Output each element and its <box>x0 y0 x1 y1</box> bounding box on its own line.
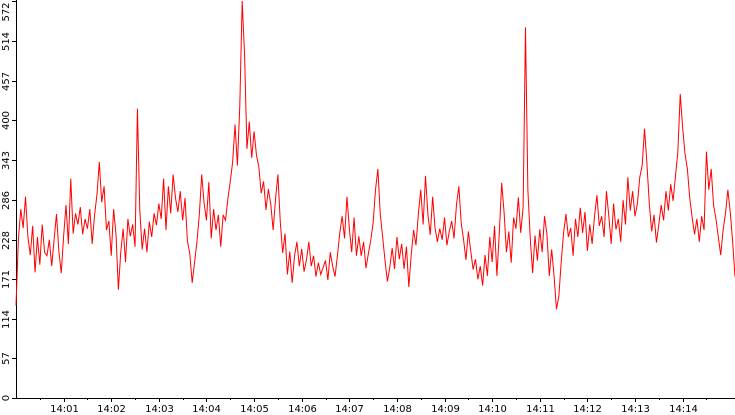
series-line <box>15 0 735 310</box>
x-tick-label: 14:01 <box>50 404 79 415</box>
y-tick-label: 57 <box>1 352 12 365</box>
y-tick-label: 228 <box>1 231 12 250</box>
x-tick-label: 14:03 <box>145 404 174 415</box>
x-axis: 14:01 14:02 14:03 14:04 14:05 14:06 14:07 14:08… <box>16 398 735 415</box>
y-tick-label: 286 <box>1 191 12 210</box>
y-tick-label: 400 <box>1 111 12 130</box>
x-tick-label: 14:09 <box>431 404 460 415</box>
series-group <box>15 0 735 310</box>
y-tick-label: 114 <box>1 310 12 329</box>
x-tick-label: 14:05 <box>240 404 269 415</box>
x-tick-label: 14:11 <box>526 404 555 415</box>
y-axis: 0 57 114 171 228 286 343 400 457 514 572 <box>1 0 17 401</box>
y-tick-label: 457 <box>1 72 12 91</box>
y-tick-label: 514 <box>1 32 12 51</box>
x-tick-label: 14:04 <box>192 404 221 415</box>
y-tick-label: 343 <box>1 151 12 170</box>
y-tick-label: 0 <box>1 395 12 401</box>
x-tick-label: 14:14 <box>669 404 698 415</box>
x-tick-label: 14:07 <box>335 404 364 415</box>
x-tick-label: 14:08 <box>383 404 412 415</box>
x-tick-label: 14:13 <box>621 404 650 415</box>
y-tick-label: 171 <box>1 270 12 289</box>
x-tick-label: 14:10 <box>478 404 507 415</box>
y-tick-label: 572 <box>1 2 12 21</box>
x-tick-label: 14:12 <box>573 404 602 415</box>
x-tick-label: 14:02 <box>97 404 126 415</box>
x-tick-label: 14:06 <box>288 404 317 415</box>
